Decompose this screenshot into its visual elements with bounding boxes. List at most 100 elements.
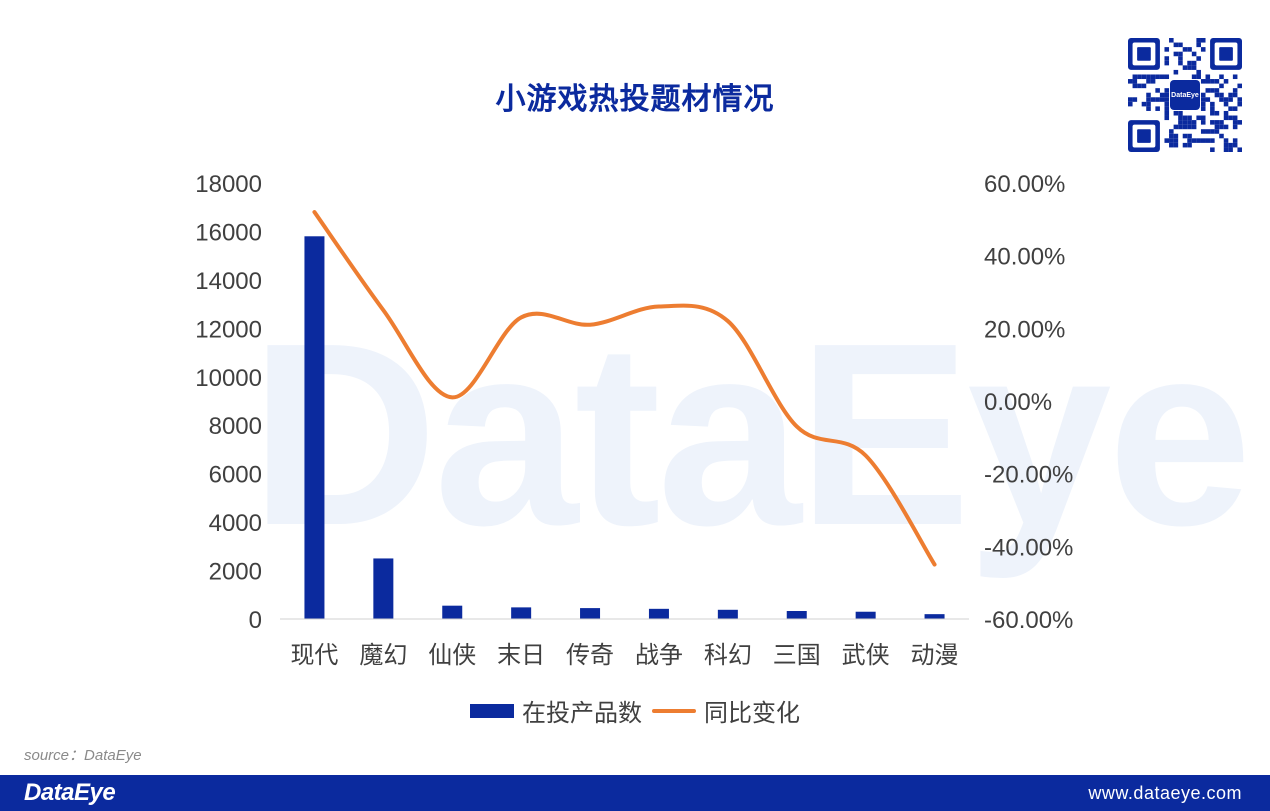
y-left-tick-label: 4000 (209, 510, 262, 537)
qr-module (1200, 120, 1206, 125)
qr-module (1232, 138, 1238, 143)
qr-module (1150, 74, 1156, 80)
y-right-tick-label: 60.00% (984, 171, 1065, 198)
y-left-tick-label: 2000 (209, 559, 262, 586)
qr-module (1182, 124, 1188, 130)
qr-module (1178, 51, 1183, 57)
qr-module (1146, 74, 1151, 80)
qr-module (1191, 51, 1197, 57)
qr-module (1182, 115, 1188, 121)
y-left-tick-label: 0 (249, 607, 262, 634)
qr-finder-core (1137, 47, 1151, 61)
qr-module (1159, 74, 1165, 80)
qr-module (1187, 47, 1192, 52)
qr-module (1150, 79, 1156, 84)
qr-module (1173, 124, 1179, 130)
footer-logo[interactable]: DataEye (24, 779, 116, 806)
footer-url-link[interactable]: www.dataeye.com (1088, 782, 1242, 803)
qr-module (1223, 101, 1229, 107)
qr-module (1173, 142, 1179, 148)
qr-module (1137, 83, 1142, 89)
qr-module (1132, 74, 1138, 80)
y-left-tick-label: 16000 (195, 219, 262, 246)
qr-module (1200, 47, 1206, 52)
qr-module (1187, 65, 1192, 70)
bar-动漫 (924, 614, 945, 619)
qr-module (1228, 147, 1233, 152)
qr-module (1210, 147, 1215, 152)
qr-module (1200, 101, 1206, 107)
qr-module (1182, 47, 1188, 52)
y-right-tick-label: 40.00% (984, 244, 1065, 271)
qr-module (1228, 92, 1233, 98)
qr-module (1214, 79, 1220, 84)
qr-module (1128, 97, 1133, 102)
qr-module (1173, 51, 1179, 57)
x-tick-label: 武侠 (842, 641, 890, 669)
qr-module (1205, 129, 1211, 134)
qr-module (1187, 138, 1192, 143)
bar-科幻 (717, 609, 738, 619)
qr-module (1200, 106, 1206, 111)
qr-module (1205, 97, 1211, 102)
qr-module (1223, 138, 1229, 143)
qr-module (1232, 142, 1238, 148)
qr-module (1178, 42, 1183, 48)
legend-bar-label: 在投产品数 (522, 699, 642, 727)
qr-module (1228, 115, 1233, 121)
qr-module (1187, 60, 1192, 66)
qr-module (1196, 38, 1201, 43)
qr-module (1146, 106, 1151, 111)
qr-module (1173, 138, 1179, 143)
qr-module (1141, 83, 1147, 89)
qr-module (1128, 79, 1133, 84)
qr-module (1196, 115, 1201, 121)
qr-module (1187, 133, 1192, 139)
qr-module (1191, 124, 1197, 130)
qr-module (1223, 110, 1229, 116)
y-right-tick-label: 20.00% (984, 316, 1065, 343)
qr-module (1228, 97, 1233, 102)
qr-module (1173, 110, 1179, 116)
legend-item-bar[interactable]: 在投产品数 (470, 693, 642, 728)
qr-module (1232, 92, 1238, 98)
bar-现代 (304, 236, 325, 620)
qr-module (1210, 101, 1215, 107)
qr-module (1210, 110, 1215, 116)
qr-module (1210, 129, 1215, 134)
legend-line-label: 同比变化 (704, 699, 800, 727)
qr-module (1164, 56, 1170, 61)
qr-module (1219, 92, 1224, 98)
legend-item-line[interactable]: 同比变化 (652, 693, 800, 728)
qr-module (1178, 124, 1183, 130)
qr-module (1155, 88, 1160, 93)
qr-module (1146, 101, 1151, 107)
qr-module (1182, 120, 1188, 125)
qr-module (1178, 110, 1183, 116)
qr-module (1214, 88, 1220, 93)
qr-module (1182, 142, 1188, 148)
qr-module (1173, 42, 1179, 48)
bar-传奇 (580, 608, 601, 619)
qr-module (1210, 106, 1215, 111)
qr-module (1164, 47, 1170, 52)
qr-module (1196, 138, 1201, 143)
qr-finder-core (1219, 47, 1233, 61)
qr-module (1232, 124, 1238, 130)
qr-module (1205, 79, 1211, 84)
qr-module (1219, 97, 1224, 102)
qr-module (1214, 120, 1220, 125)
qr-module (1223, 124, 1229, 130)
qr-module (1219, 133, 1224, 139)
qr-module (1187, 115, 1192, 121)
qr-center-logo: DataEye (1170, 80, 1200, 110)
qr-module (1205, 138, 1211, 143)
series-line-yoy (312, 210, 937, 567)
qr-module (1200, 79, 1206, 84)
x-tick-label: 现代 (290, 641, 338, 669)
legend-line-swatch (652, 708, 696, 713)
qr-module (1219, 124, 1224, 130)
bar-三国 (786, 611, 807, 619)
qr-module (1164, 88, 1170, 93)
qr-module (1237, 120, 1242, 125)
